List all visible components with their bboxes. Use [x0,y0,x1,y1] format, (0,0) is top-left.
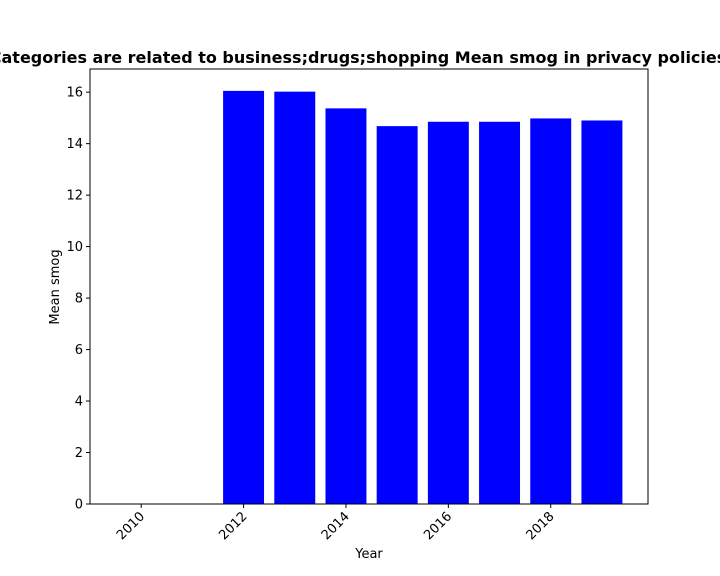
x-tick-label-2016: 2016 [421,509,455,543]
y-tick-label-6: 6 [75,343,83,358]
y-tick-label-0: 0 [75,498,83,513]
bars-group [223,90,623,505]
x-axis: 2010 2012 2014 2016 2018 [114,504,558,543]
bar-2014 [325,108,367,505]
x-tick-label-2018: 2018 [524,509,558,543]
x-axis-label: Year [354,547,383,562]
y-tick-label-2: 2 [75,446,83,461]
y-tick-label-12: 12 [66,189,83,204]
y-axis: 0 2 4 6 8 10 12 14 16 [66,86,90,513]
bar-2017 [479,121,521,505]
bar-2016 [427,121,469,505]
bar-2013 [274,91,316,505]
chart-title: Categories are related to business;drugs… [0,48,720,67]
bar-2019 [581,120,623,505]
y-tick-label-8: 8 [75,292,83,307]
y-axis-label: Mean smog [48,249,63,324]
x-tick-label-2012: 2012 [216,509,250,543]
plot-frame [89,68,649,505]
y-tick-label-10: 10 [66,240,83,255]
bar-2015 [376,126,418,504]
y-tick-label-4: 4 [75,395,83,410]
x-tick-label-2014: 2014 [319,509,353,543]
y-tick-label-16: 16 [66,86,83,101]
bar-2018 [530,118,572,505]
x-tick-label-2010: 2010 [114,509,148,543]
y-tick-label-14: 14 [66,137,83,152]
bar-2012 [223,90,265,505]
